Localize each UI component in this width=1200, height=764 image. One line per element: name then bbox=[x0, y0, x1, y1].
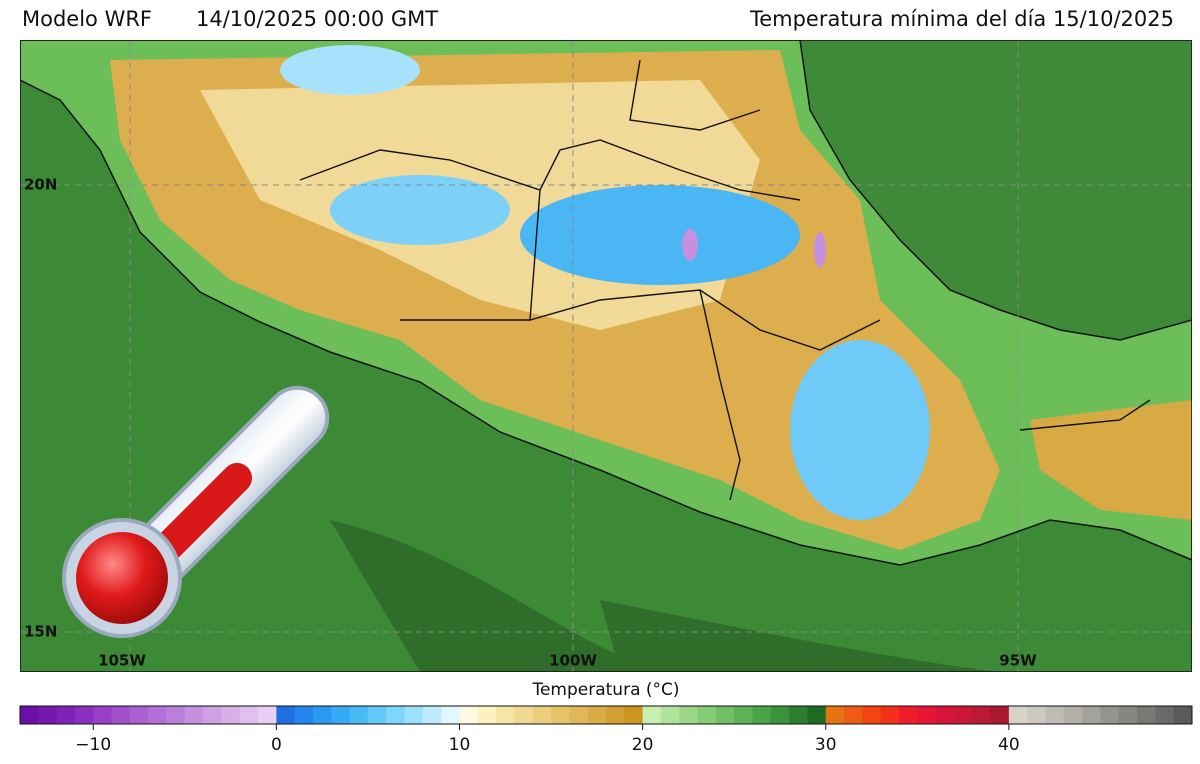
colorbar-swatch bbox=[404, 706, 424, 724]
colorbar-swatch bbox=[1173, 706, 1193, 724]
lon-label: 100W bbox=[549, 652, 597, 670]
colorbar-swatch bbox=[935, 706, 955, 724]
colorbar-swatch bbox=[258, 706, 277, 724]
colorbar-swatch bbox=[1063, 706, 1083, 724]
gulf bbox=[800, 40, 1192, 340]
colorbar-swatch bbox=[422, 706, 442, 724]
colorbar-swatch bbox=[148, 706, 167, 724]
colorbar-swatch bbox=[221, 706, 241, 724]
cold-zone bbox=[330, 175, 510, 245]
colorbar-swatch bbox=[606, 706, 625, 724]
cold-peak bbox=[682, 229, 698, 261]
lat-label: 15N bbox=[24, 623, 57, 641]
colorbar-swatch bbox=[477, 706, 497, 724]
colorbar-swatch bbox=[642, 706, 662, 724]
colorbar-swatch bbox=[56, 706, 76, 724]
colorbar-swatch bbox=[770, 706, 790, 724]
colorbar-swatch bbox=[1100, 706, 1120, 724]
colorbar-swatch bbox=[532, 706, 552, 724]
lat-label: 20N bbox=[24, 176, 57, 194]
colorbar-tick-label: 0 bbox=[271, 735, 282, 755]
colorbar-swatch bbox=[294, 706, 314, 724]
colorbar-swatch bbox=[1118, 706, 1138, 724]
colorbar-tick-label: 40 bbox=[998, 735, 1020, 755]
cold-zone bbox=[280, 45, 420, 95]
colorbar-swatch bbox=[459, 706, 479, 724]
colorbar-swatch bbox=[331, 706, 351, 724]
colorbar-swatch bbox=[825, 706, 845, 724]
colorbar-swatch bbox=[1045, 706, 1065, 724]
colorbar-swatch bbox=[972, 706, 992, 724]
colorbar-swatch bbox=[1008, 706, 1028, 724]
colorbar-frame bbox=[19, 705, 1193, 725]
colorbar-swatch bbox=[569, 706, 589, 724]
colorbar-swatch bbox=[93, 706, 113, 724]
colorbar-swatch bbox=[239, 706, 259, 724]
colorbar-swatch bbox=[1137, 706, 1156, 724]
colorbar-swatch bbox=[74, 706, 94, 724]
colorbar-swatch bbox=[313, 706, 332, 724]
colorbar-swatch bbox=[20, 706, 39, 724]
map-title: Temperatura mínima del día 15/10/2025 bbox=[749, 7, 1174, 31]
colorbar-swatch bbox=[38, 706, 58, 724]
ocean-dark bbox=[330, 520, 1000, 672]
colorbar-swatch bbox=[587, 706, 607, 724]
lon-label: 95W bbox=[999, 652, 1037, 670]
model-name: Modelo WRF bbox=[22, 7, 152, 31]
colorbar-swatch bbox=[551, 706, 570, 724]
colorbar-swatch bbox=[624, 706, 644, 724]
colorbar-tick-label: −10 bbox=[75, 735, 111, 755]
colorbar: −10 0 10 20 30 40 bbox=[19, 705, 1193, 755]
colorbar-swatch bbox=[789, 706, 808, 724]
colorbar-swatch bbox=[184, 706, 204, 724]
lon-label: 105W bbox=[98, 652, 146, 670]
colorbar-swatch bbox=[1027, 706, 1046, 724]
colorbar-tick-label: 20 bbox=[632, 735, 654, 755]
colorbar-swatch bbox=[734, 706, 753, 724]
colorbar-swatch bbox=[917, 706, 937, 724]
colorbar-swatch bbox=[807, 706, 827, 724]
colorbar-swatch bbox=[899, 706, 918, 724]
colorbar-swatch bbox=[166, 706, 186, 724]
isthmus-highlands bbox=[1030, 400, 1192, 520]
colorbar-swatch bbox=[880, 706, 900, 724]
colorbar-swatch bbox=[129, 706, 149, 724]
colorbar-swatch bbox=[679, 706, 699, 724]
colorbar-swatch bbox=[441, 706, 460, 724]
colorbar-swatch bbox=[111, 706, 131, 724]
graticule bbox=[20, 40, 1192, 672]
colorbar-swatch bbox=[496, 706, 515, 724]
thermometer-icon bbox=[62, 385, 330, 638]
colorbar-swatch bbox=[1082, 706, 1101, 724]
map: 20N 15N 105W 100W 95W bbox=[20, 40, 1192, 672]
colorbar-swatch bbox=[276, 706, 296, 724]
cold-zone bbox=[790, 340, 930, 520]
cold-zone bbox=[520, 185, 800, 285]
colorbar-swatch bbox=[349, 706, 369, 724]
colorbar-swatch bbox=[990, 706, 1010, 724]
colorbar-swatch bbox=[203, 706, 222, 724]
colorbar-swatch bbox=[697, 706, 717, 724]
colorbar-swatch bbox=[844, 706, 863, 724]
run-time: 14/10/2025 00:00 GMT bbox=[196, 7, 438, 31]
colorbar-swatch bbox=[752, 706, 772, 724]
state-borders bbox=[299, 59, 1151, 501]
colorbar-tick-label: 30 bbox=[815, 735, 837, 755]
colorbar-swatch bbox=[715, 706, 735, 724]
colorbar-swatch bbox=[862, 706, 882, 724]
cold-peak bbox=[814, 232, 826, 268]
colorbar-label: Temperatura (°C) bbox=[531, 680, 679, 700]
colorbar-swatch bbox=[660, 706, 680, 724]
colorbar-swatch bbox=[1155, 706, 1175, 724]
colorbar-swatch bbox=[953, 706, 973, 724]
colorbar-swatch bbox=[367, 706, 387, 724]
colorbar-tick-label: 10 bbox=[449, 735, 471, 755]
colorbar-swatch bbox=[514, 706, 534, 724]
colorbar-swatch bbox=[386, 706, 406, 724]
